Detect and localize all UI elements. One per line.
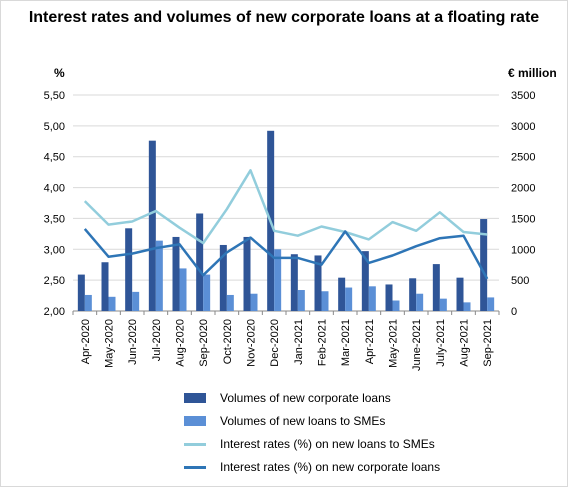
bar-sme-volume (155, 240, 163, 311)
left-axis-unit: % (54, 66, 65, 80)
bar-corporate-volume (361, 251, 369, 311)
x-tick-label: Feb-2021 (317, 319, 329, 366)
right-tick-label: 0 (511, 306, 517, 318)
legend-label-corporate-volumes: Volumes of new corporate loans (220, 391, 391, 405)
legend-label-sme-volumes: Volumes of new loans to SMEs (220, 414, 386, 428)
x-tick-label: Oct-2020 (222, 319, 234, 364)
left-tick-label: 5,00 (44, 121, 65, 133)
legend-line-sme-rates (184, 443, 206, 446)
x-tick-label: Aug-2020 (175, 319, 187, 367)
left-tick-label: 5,50 (44, 90, 65, 102)
bar-corporate-volume (243, 236, 251, 311)
bar-sme-volume (108, 296, 116, 311)
left-tick-label: 4,00 (44, 183, 65, 195)
bar-sme-volume (392, 300, 400, 311)
bar-sme-volume (368, 286, 376, 311)
bar-corporate-volume (125, 228, 133, 311)
x-tick-label: Dec-2020 (269, 319, 281, 367)
bar-corporate-volume (77, 274, 85, 311)
bar-corporate-volume (338, 277, 346, 311)
bar-sme-volume (132, 291, 140, 311)
bar-sme-volume (463, 302, 471, 311)
series-line-sme-rates (83, 169, 488, 245)
bar-corporate-volume (148, 140, 156, 311)
left-tick-label: 3,50 (44, 213, 65, 225)
x-tick-label: Sep-2020 (198, 319, 210, 367)
x-tick-label: May-2021 (388, 319, 400, 368)
bar-sme-volume (321, 291, 329, 311)
bar-sme-volume (274, 249, 282, 311)
legend-label-corporate-rates: Interest rates (%) on new corporate loan… (220, 460, 441, 474)
x-tick-label: July-2021 (435, 319, 447, 367)
bar-corporate-volume (172, 236, 180, 311)
right-tick-label: 3000 (511, 121, 535, 133)
x-tick-label: Mar-2021 (340, 319, 352, 366)
bar-sme-volume (487, 297, 495, 311)
bar-sme-volume (226, 294, 234, 311)
x-tick-label: Jul-2020 (151, 319, 163, 361)
x-tick-label: Sep-2021 (482, 319, 494, 367)
bar-corporate-volume (480, 219, 488, 311)
bar-corporate-volume (432, 264, 440, 311)
bar-sme-volume (297, 290, 305, 311)
bar-sme-volume (345, 287, 353, 311)
x-tick-label: Nov-2020 (246, 319, 258, 367)
bar-corporate-volume (219, 244, 227, 311)
bar-corporate-volume (456, 277, 464, 311)
legend-line-corporate-rates (184, 466, 206, 469)
bar-sme-volume (250, 293, 258, 311)
right-tick-label: 1000 (511, 244, 535, 256)
right-tick-label: 2500 (511, 152, 535, 164)
bar-sme-volume (179, 268, 187, 311)
left-tick-label: 2,50 (44, 275, 65, 287)
x-tick-label: Jan-2021 (293, 319, 305, 365)
right-tick-label: 3500 (511, 90, 535, 102)
legend-label-sme-rates: Interest rates (%) on new loans to SMEs (220, 437, 435, 451)
x-tick-label: June-2021 (411, 319, 423, 371)
chart-title: Interest rates and volumes of new corpor… (28, 9, 540, 26)
series-line-corporate-rates (83, 228, 489, 280)
x-tick-label: Apr-2020 (80, 319, 92, 364)
legend-swatch-sme-volumes (184, 416, 206, 426)
legend-swatch-corporate-volumes (184, 393, 206, 403)
x-tick-label: Aug-2021 (459, 319, 471, 367)
bar-corporate-volume (385, 284, 393, 311)
bar-corporate-volume (290, 254, 298, 311)
bar-sme-volume (416, 293, 424, 311)
bar-sme-volume (203, 274, 211, 311)
left-tick-label: 3,00 (44, 244, 65, 256)
bar-corporate-volume (196, 213, 204, 311)
bar-sme-volume (439, 298, 447, 311)
bar-corporate-volume (101, 262, 109, 311)
right-tick-label: 1500 (511, 213, 535, 225)
bar-sme-volume (84, 294, 92, 311)
right-tick-label: 500 (511, 275, 529, 287)
right-tick-label: 2000 (511, 183, 535, 195)
bar-corporate-volume (409, 278, 417, 311)
x-tick-label: Apr-2021 (364, 319, 376, 364)
bar-corporate-volume (314, 255, 322, 311)
left-tick-label: 2,00 (44, 306, 65, 318)
x-tick-label: May-2020 (104, 319, 116, 368)
right-axis-unit: € million (508, 66, 557, 80)
x-tick-label: Jun-2020 (127, 319, 139, 365)
left-tick-label: 4,50 (44, 152, 65, 164)
